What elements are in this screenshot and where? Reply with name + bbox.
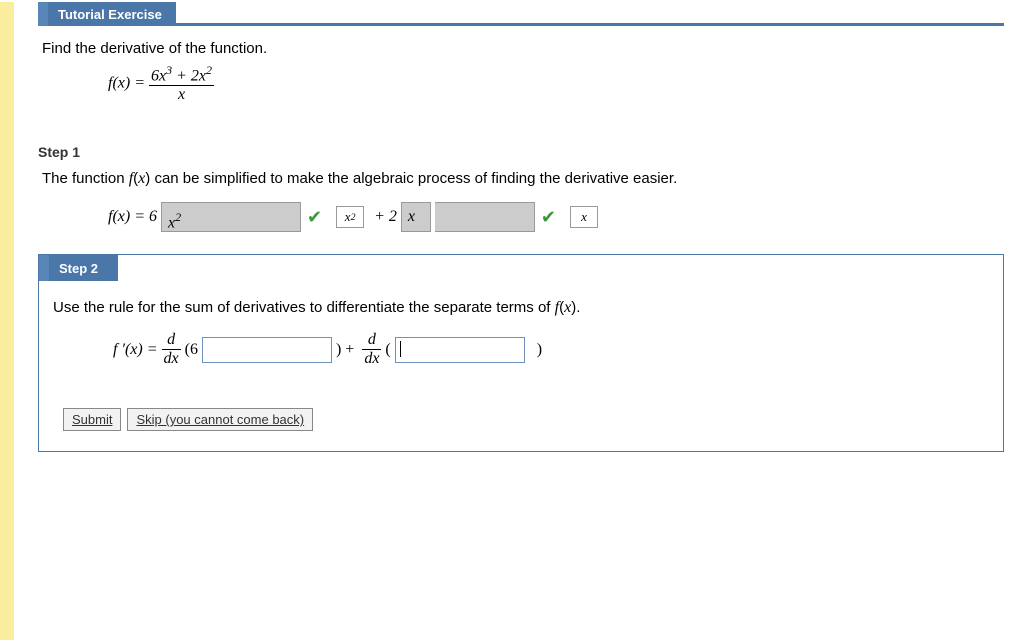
step2-container: Step 2 Use the rule for the sum of deriv… [38,254,1004,452]
step1-title: Step 1 [38,144,1004,160]
step2-expression: f ′(x) = d dx (6 ) + d dx ( ) [113,331,989,368]
problem-formula: f(x) = 6x3 + 2x2 x [108,63,1004,104]
left-highlight-band [0,2,14,640]
step2-title: Step 2 [39,255,118,281]
step1-hint2[interactable]: x [570,206,598,228]
step2-input1[interactable] [202,337,332,363]
tutorial-header: Tutorial Exercise [38,2,1004,26]
step1-expression: f(x) = 6 x2 ✔ x2 + 2 x ✔ x [108,202,1004,232]
step1-text: The function f(x) can be simplified to m… [42,170,1004,188]
submit-button[interactable]: Submit [63,408,121,431]
step2-text: Use the rule for the sum of derivatives … [53,299,989,317]
problem-prompt: Find the derivative of the function. [42,40,1004,57]
check-icon: ✔ [307,207,322,228]
step1-answer2: x [401,202,431,232]
tutorial-header-label: Tutorial Exercise [38,2,176,26]
step1-hint1[interactable]: x2 [336,206,364,228]
step1-answer1: x2 [161,202,301,232]
step2-input2[interactable] [395,337,525,363]
check-icon: ✔ [541,207,556,228]
skip-button[interactable]: Skip (you cannot come back) [127,408,313,431]
